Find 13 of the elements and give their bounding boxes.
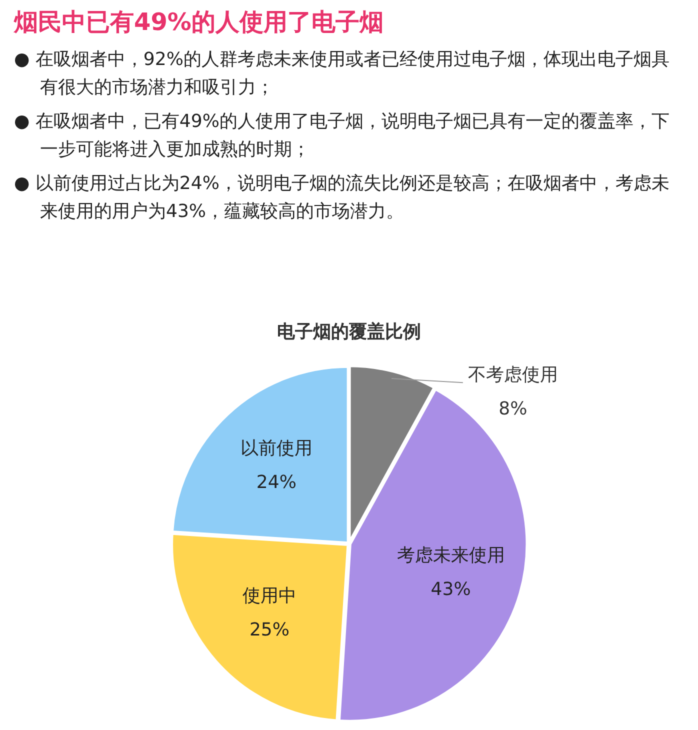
data-label: 24% — [256, 472, 296, 494]
slice-label: 考虑未来使用 — [396, 545, 505, 566]
data-label: 25% — [249, 620, 290, 641]
chart-title: 烟民中已有49%的人使用了电子烟 — [14, 7, 384, 38]
slice-label: 以前使用 — [240, 438, 312, 460]
text: ● 在吸烟者中，已有49%的人使用了电子烟，说明电子烟已具有一定的覆盖率，下一步可能将进入更加成熟的时期； — [14, 110, 670, 162]
slice-label: 不考虑使用 — [468, 364, 558, 386]
text: ● 以前使用过占比为24%，说明电子烟的流失比例还是较高；在吸烟者中，考虑未来使用的用户为43%，蕴藏较高的市场潜力。 — [14, 172, 670, 224]
data-label: 8% — [498, 398, 528, 420]
slice-label: 使用中 — [242, 586, 296, 607]
text: ● 在吸烟者中，92%的人群考虑未来使用或者已经使用过电子烟，体现出电子烟具有很大的市场潜力和吸引力； — [14, 48, 670, 100]
chart-subtitle: 电子烟的覆盖比例 — [277, 321, 421, 342]
data-label: 43% — [430, 579, 471, 600]
